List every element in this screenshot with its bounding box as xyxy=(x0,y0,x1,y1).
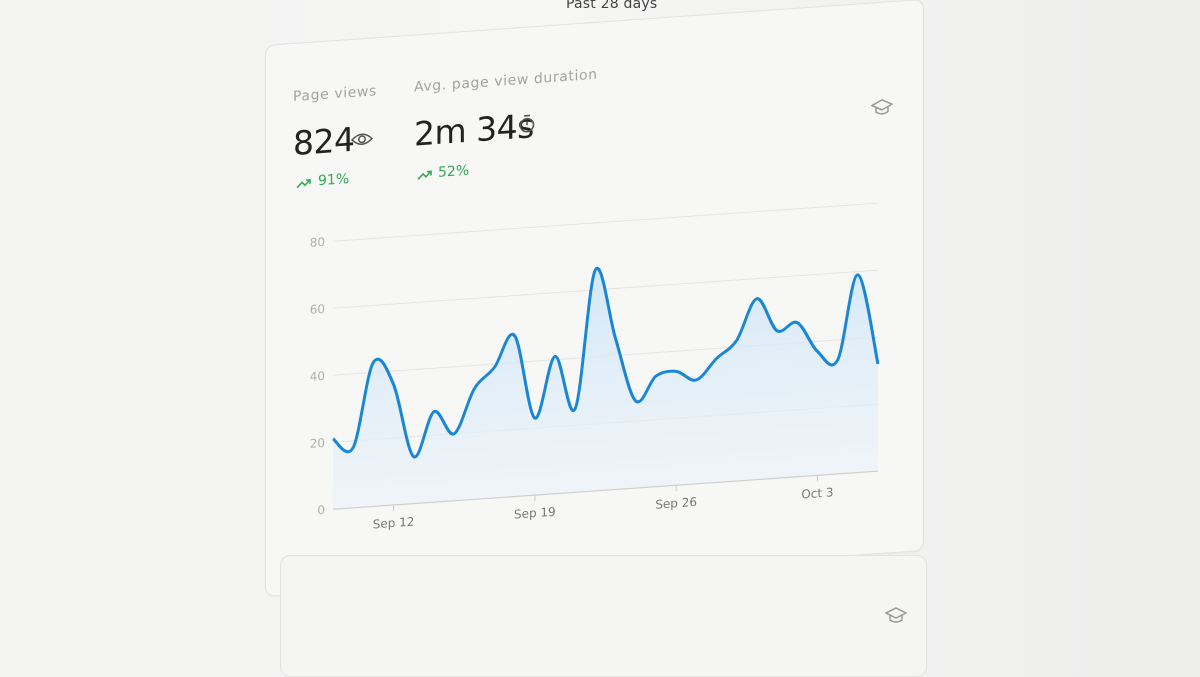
x-tick-label: Sep 19 xyxy=(514,505,556,522)
y-tick-label: 60 xyxy=(310,302,325,317)
analytics-card: Page views 824 91% Avg. page view durati… xyxy=(265,0,924,597)
y-tick-label: 40 xyxy=(310,369,325,384)
graduation-cap-icon[interactable] xyxy=(885,606,907,626)
y-tick-label: 80 xyxy=(310,235,325,250)
x-tick-label: Sep 12 xyxy=(373,515,415,532)
page-views-chart: 0 20 40 60 80 Sep 12 Sep 19 Sep 26 Oct 3 xyxy=(266,0,923,596)
y-tick-label: 20 xyxy=(310,436,325,451)
secondary-card xyxy=(280,555,927,677)
period-label: Past 28 days xyxy=(566,0,657,12)
y-tick-label: 0 xyxy=(317,503,325,518)
x-tick-label: Sep 26 xyxy=(655,495,697,512)
gridline xyxy=(333,203,878,241)
x-tick-label: Oct 3 xyxy=(801,485,833,501)
